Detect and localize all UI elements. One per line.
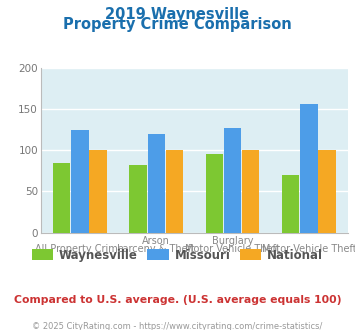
Bar <box>53 163 70 233</box>
Bar <box>318 150 336 233</box>
Text: Property Crime Comparison: Property Crime Comparison <box>63 16 292 31</box>
Text: Motor Vehicle Theft: Motor Vehicle Theft <box>185 244 280 254</box>
Bar <box>148 134 165 233</box>
Bar <box>224 128 241 233</box>
Bar <box>206 154 223 233</box>
Bar <box>242 150 260 233</box>
Text: 2019 Waynesville: 2019 Waynesville <box>105 7 250 21</box>
Text: All Property Crime: All Property Crime <box>36 244 124 254</box>
Text: Larceny & Theft: Larceny & Theft <box>117 244 195 254</box>
Text: Arson: Arson <box>142 236 170 246</box>
Text: Compared to U.S. average. (U.S. average equals 100): Compared to U.S. average. (U.S. average … <box>14 295 341 305</box>
Text: Burglary: Burglary <box>212 236 253 246</box>
Bar <box>129 165 147 233</box>
Bar <box>300 104 317 233</box>
Bar <box>71 130 88 233</box>
Text: Motor Vehicle Theft: Motor Vehicle Theft <box>262 244 355 254</box>
Bar <box>89 150 107 233</box>
Bar <box>166 150 183 233</box>
Text: © 2025 CityRating.com - https://www.cityrating.com/crime-statistics/: © 2025 CityRating.com - https://www.city… <box>32 322 323 330</box>
Legend: Waynesville, Missouri, National: Waynesville, Missouri, National <box>27 244 328 266</box>
Bar <box>282 175 299 233</box>
